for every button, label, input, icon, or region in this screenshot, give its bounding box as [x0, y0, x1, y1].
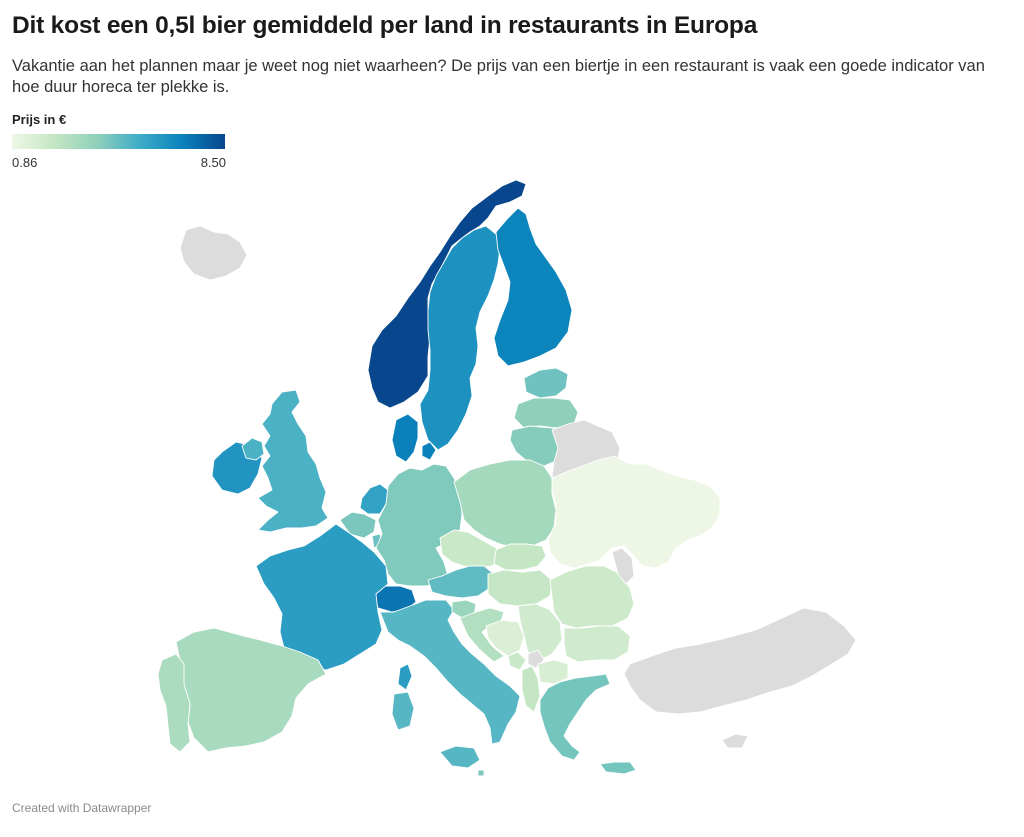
country-turkey[interactable]: [623, 607, 857, 715]
country-serbia[interactable]: [517, 603, 563, 661]
country-ukraine[interactable]: [547, 455, 721, 569]
credit-footer: Created with Datawrapper: [12, 801, 152, 815]
country-iceland[interactable]: [179, 225, 248, 281]
country-sweden[interactable]: [419, 225, 501, 451]
legend-min-label: 0.86: [12, 155, 38, 170]
country-switzerland[interactable]: [373, 585, 417, 613]
country-france-corsica[interactable]: [397, 663, 413, 691]
country-moldova[interactable]: [611, 547, 635, 585]
country-united-kingdom[interactable]: [241, 389, 329, 533]
country-greece[interactable]: [539, 673, 637, 775]
country-north-macedonia[interactable]: [537, 659, 569, 685]
country-finland[interactable]: [493, 207, 573, 367]
country-albania[interactable]: [521, 665, 541, 713]
country-norway[interactable]: [367, 179, 527, 409]
chart-title: Dit kost een 0,5l bier gemiddeld per lan…: [12, 12, 758, 39]
country-denmark[interactable]: [391, 413, 437, 463]
country-malta[interactable]: [477, 769, 485, 777]
country-hungary[interactable]: [487, 569, 553, 607]
country-france[interactable]: [255, 523, 389, 671]
country-slovakia[interactable]: [493, 543, 547, 571]
country-italy[interactable]: [379, 599, 521, 769]
country-romania[interactable]: [549, 565, 635, 629]
color-legend: Prijs in € 0.86 8.50: [12, 112, 226, 170]
country-italy-sardinia[interactable]: [391, 691, 415, 731]
country-bosnia-and-herzegovina[interactable]: [485, 619, 525, 657]
country-bulgaria[interactable]: [563, 625, 631, 663]
country-germany[interactable]: [375, 463, 463, 587]
country-montenegro[interactable]: [507, 651, 527, 671]
country-portugal[interactable]: [157, 653, 191, 753]
country-estonia[interactable]: [523, 367, 569, 399]
chart-subtitle: Vakantie aan het plannen maar je weet no…: [12, 57, 985, 96]
country-cyprus[interactable]: [721, 733, 749, 749]
legend-gradient-bar: [12, 134, 225, 149]
legend-max-label: 8.50: [200, 155, 226, 170]
country-croatia[interactable]: [459, 607, 505, 663]
legend-title: Prijs in €: [12, 112, 67, 127]
